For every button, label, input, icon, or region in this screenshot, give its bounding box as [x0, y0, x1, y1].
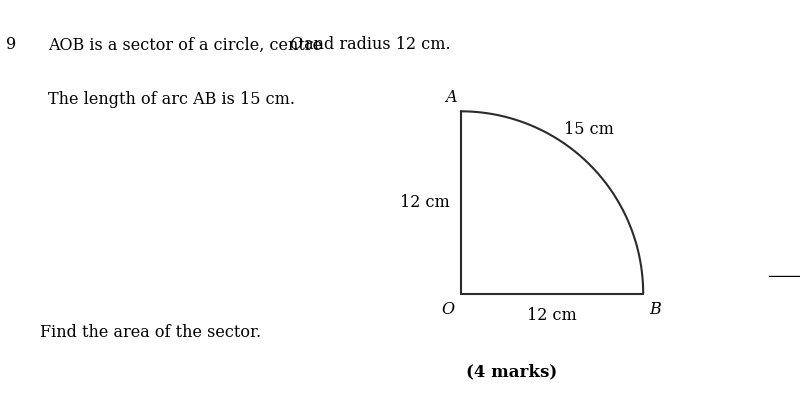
Text: (4 marks): (4 marks) [466, 364, 558, 381]
Text: and radius 12 cm.: and radius 12 cm. [299, 36, 451, 53]
Text: AOB is a sector of a circle, centre: AOB is a sector of a circle, centre [48, 36, 327, 53]
Text: Find the area of the sector.: Find the area of the sector. [40, 324, 261, 341]
Text: 15 cm: 15 cm [564, 121, 614, 138]
Text: 9: 9 [6, 36, 17, 53]
Text: 12 cm: 12 cm [527, 307, 577, 324]
Text: 12 cm: 12 cm [401, 194, 450, 211]
Text: O: O [442, 301, 454, 318]
Text: B: B [650, 301, 661, 318]
Text: A: A [445, 89, 456, 106]
Text: O: O [290, 36, 302, 53]
Text: The length of arc AB is 15 cm.: The length of arc AB is 15 cm. [48, 91, 295, 108]
